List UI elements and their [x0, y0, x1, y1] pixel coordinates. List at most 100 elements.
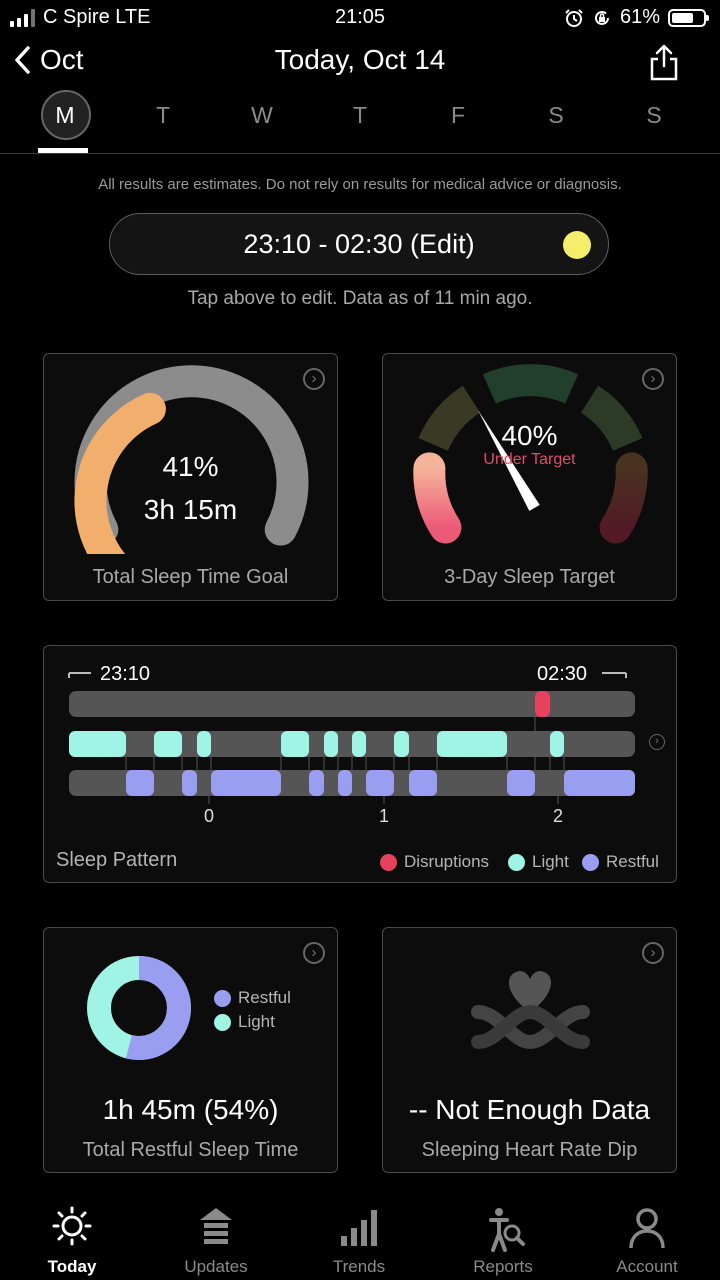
tab-account[interactable]: Account — [587, 1196, 707, 1280]
sleep-pattern-chart — [68, 672, 635, 804]
share-button[interactable] — [646, 42, 682, 82]
day-wednesday[interactable]: W — [237, 92, 287, 138]
chevron-right-icon[interactable]: › — [303, 942, 325, 964]
tab-label: Reports — [473, 1257, 533, 1276]
legend-label: Light — [238, 1012, 275, 1031]
tab-trends[interactable]: Trends — [299, 1196, 419, 1280]
total-sleep-goal-card[interactable]: › 41% 3h 15m Total Sleep Time Goal — [43, 353, 338, 601]
total-sleep-gauge — [74, 365, 309, 554]
page-title: Today, Oct 14 — [274, 44, 446, 75]
total-sleep-percent: 41% — [162, 451, 219, 482]
selected-day-indicator — [38, 148, 88, 153]
chevron-right-icon[interactable]: › — [642, 368, 664, 390]
donut-restful — [87, 956, 191, 1060]
day-saturday[interactable]: S — [531, 92, 581, 138]
sleep-window-label: 23:10 - 02:30 (Edit) — [243, 229, 475, 259]
share-icon — [650, 44, 678, 81]
battery-percent: 61% — [619, 6, 660, 28]
restful-segment — [564, 770, 635, 796]
day-monday[interactable]: M — [40, 90, 91, 140]
light-dot-icon — [214, 1013, 231, 1031]
restful-sleep-card[interactable]: › Restful Light 1h 45m (54%) Total Restf… — [43, 927, 338, 1173]
day-label: T — [352, 102, 368, 128]
week-day-selector: M T W T F S S — [0, 90, 720, 140]
legend-label: Disruptions — [404, 852, 490, 871]
alarm-icon — [565, 8, 583, 27]
moon-icon — [563, 231, 591, 259]
disclaimer-text: All results are estimates. Do not rely o… — [98, 176, 622, 193]
tab-reports[interactable]: Reports — [443, 1196, 563, 1280]
day-friday[interactable]: F — [433, 92, 483, 138]
day-label: T — [155, 102, 171, 128]
signal-icon — [10, 8, 35, 27]
disruption-segment — [535, 691, 550, 717]
status-time: 21:05 — [334, 6, 386, 28]
restful-segment — [211, 770, 281, 796]
edit-hint: Tap above to edit. Data as of 11 min ago… — [187, 288, 533, 309]
light-segment — [281, 731, 309, 757]
heart-rate-dip-card[interactable]: › -- Not Enough Data Sleeping Heart Rate… — [382, 927, 677, 1173]
reports-icon — [489, 1208, 525, 1252]
day-label: M — [55, 102, 75, 128]
back-button[interactable]: Oct — [14, 44, 84, 76]
gauge-segment — [580, 385, 643, 452]
restful-segment — [366, 770, 394, 796]
status-left: C Spire LTE — [10, 6, 150, 29]
sleep-target-status: Under Target — [483, 451, 576, 468]
start-marker — [68, 672, 91, 678]
restful-segment — [338, 770, 352, 796]
sleep-pattern-card[interactable]: 23:10 02:30 › 0 1 2 Sleep Pattern Disrup… — [43, 645, 677, 883]
restful-segment — [507, 770, 535, 796]
tab-updates[interactable]: Updates — [156, 1196, 276, 1280]
light-segment — [69, 731, 126, 757]
gauge-segment-high — [599, 452, 648, 544]
tab-label: Updates — [184, 1257, 248, 1276]
trends-icon — [341, 1210, 377, 1246]
chevron-right-icon[interactable]: › — [303, 368, 325, 390]
chevron-right-icon[interactable]: › — [649, 734, 665, 750]
restful-segment — [126, 770, 154, 796]
carrier-label: C Spire LTE — [43, 6, 151, 28]
light-segment — [550, 731, 564, 757]
rotation-lock-icon — [594, 10, 609, 25]
light-segment — [154, 731, 182, 757]
tab-label: Trends — [332, 1257, 386, 1276]
legend-light: Light — [508, 852, 569, 872]
battery-icon — [668, 8, 709, 27]
day-label: W — [251, 102, 273, 128]
legend-label: Restful — [238, 988, 291, 1007]
disruptions-dot-icon — [380, 853, 397, 871]
tab-label: Account — [616, 1257, 678, 1276]
light-segment — [324, 731, 338, 757]
gauge-fill — [74, 392, 166, 554]
sleep-target-card[interactable]: › 40% Under Target 3-Day Sleep Target — [382, 353, 677, 601]
light-segment — [394, 731, 409, 757]
sleep-target-gauge — [413, 364, 648, 544]
donut-legend-restful: Restful — [214, 988, 291, 1008]
tab-today[interactable]: Today — [12, 1196, 132, 1280]
sleep-target-label: 3-Day Sleep Target — [444, 566, 615, 588]
account-icon — [629, 1208, 665, 1249]
light-segment — [437, 731, 507, 757]
heart-rate-dip-icon — [471, 971, 590, 1050]
sleep-start-time: 23:10 — [100, 663, 151, 685]
day-sunday[interactable]: S — [629, 92, 679, 138]
day-label: S — [646, 102, 662, 128]
sun-icon — [52, 1206, 92, 1246]
axis-tick: 1 — [378, 806, 389, 826]
donut-legend-light: Light — [214, 1012, 275, 1032]
disruptions-track — [69, 691, 635, 717]
status-right: 61% — [564, 6, 709, 29]
day-tuesday[interactable]: T — [138, 92, 188, 138]
sleep-target-percent: 40% — [501, 420, 558, 451]
heart-rate-dip-label: Sleeping Heart Rate Dip — [421, 1139, 638, 1161]
restful-dot-icon — [582, 853, 599, 871]
day-thursday[interactable]: T — [335, 92, 385, 138]
legend-label: Restful — [606, 852, 659, 871]
chevron-right-icon[interactable]: › — [642, 942, 664, 964]
light-segment — [352, 731, 366, 757]
restful-sleep-label: Total Restful Sleep Time — [82, 1139, 299, 1161]
sleep-window-edit-button[interactable]: 23:10 - 02:30 (Edit) — [109, 213, 609, 275]
status-bar: C Spire LTE 21:05 61% — [0, 0, 720, 36]
axis-tick: 0 — [203, 806, 214, 826]
